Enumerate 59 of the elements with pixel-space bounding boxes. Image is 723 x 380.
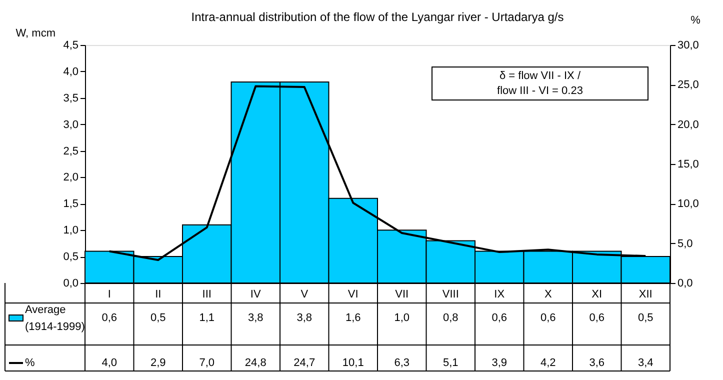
data-label: 2,9 (150, 357, 166, 369)
data-label: 0,6 (492, 312, 508, 324)
y-tick-label: 0,5 (63, 251, 78, 264)
annotation: δ = flow VII - IX / flow III - VI = 0.23 (497, 70, 583, 97)
data-label: 4,2 (540, 357, 556, 369)
x-tick-label: VI (348, 288, 358, 300)
data-label: 4,0 (102, 357, 118, 369)
y-tick-label: 1,5 (63, 198, 78, 210)
y-tick-label: 3,5 (63, 92, 78, 104)
data-label: 5,1 (442, 357, 458, 369)
y2-tick-label: 0,0 (678, 278, 693, 290)
y2-tick-label: 30,0 (678, 40, 699, 52)
y2-tick-label: 10,0 (678, 198, 699, 210)
x-tick-label: V (300, 288, 309, 300)
data-label: 0,5 (638, 312, 654, 324)
data-label: 24,7 (294, 357, 316, 369)
data-label: 3,9 (492, 357, 508, 369)
data-label: 3,6 (589, 357, 605, 369)
y2-tick-label: 20,0 (678, 118, 699, 131)
data-label: 1,0 (394, 312, 410, 324)
y-tick-label: 2,5 (63, 145, 78, 158)
x-tick-label: VIII (442, 288, 459, 300)
y2-tick-label: 5,0 (678, 238, 693, 250)
data-label: 1,1 (199, 312, 215, 324)
data-label: 0,5 (150, 312, 166, 324)
x-tick-label: IV (250, 288, 262, 300)
data-label: 0,6 (540, 312, 556, 324)
chart-title: Intra-annual distribution of the flow of the Lyangar river - Urtadarya g/s (191, 10, 564, 24)
data-label: 0,6 (102, 312, 118, 324)
legend-label: Average (1914-1999) (25, 304, 85, 333)
y-axis-title: W, mcm (16, 28, 56, 40)
x-tick-label: XI (592, 288, 602, 300)
x-tick-label: I (108, 288, 111, 300)
data-label: 1,6 (345, 312, 361, 324)
y2-tick-label: 15,0 (678, 158, 699, 170)
y-tick-label: 0,0 (63, 278, 78, 290)
legend-label: % (25, 357, 35, 369)
y-tick-label: 1,0 (63, 224, 78, 237)
y-tick-label: 4,0 (63, 66, 78, 78)
x-tick-label: XII (638, 288, 652, 300)
y-tick-label: 3,0 (63, 118, 78, 131)
data-label: 0,6 (589, 312, 605, 324)
data-label: 6,3 (394, 357, 410, 369)
data-label: 0,8 (442, 312, 458, 324)
y-tick-label: 4,5 (63, 40, 78, 52)
x-tick-label: III (202, 288, 212, 300)
data-label: 3,8 (248, 312, 264, 324)
x-tick-label: X (544, 288, 552, 300)
x-tick-label: IX (494, 288, 506, 300)
data-label: 3,8 (296, 312, 312, 324)
x-tick-label: VII (395, 288, 409, 300)
data-label: 10,1 (342, 357, 364, 369)
y2-axis-title: % (690, 14, 701, 26)
data-label: 24,8 (244, 357, 266, 369)
y2-tick-label: 25,0 (678, 79, 699, 92)
data-label: 7,0 (199, 357, 215, 369)
data-label: 3,4 (638, 357, 654, 369)
y-tick-label: 2,0 (63, 172, 78, 184)
x-tick-label: II (155, 288, 162, 300)
